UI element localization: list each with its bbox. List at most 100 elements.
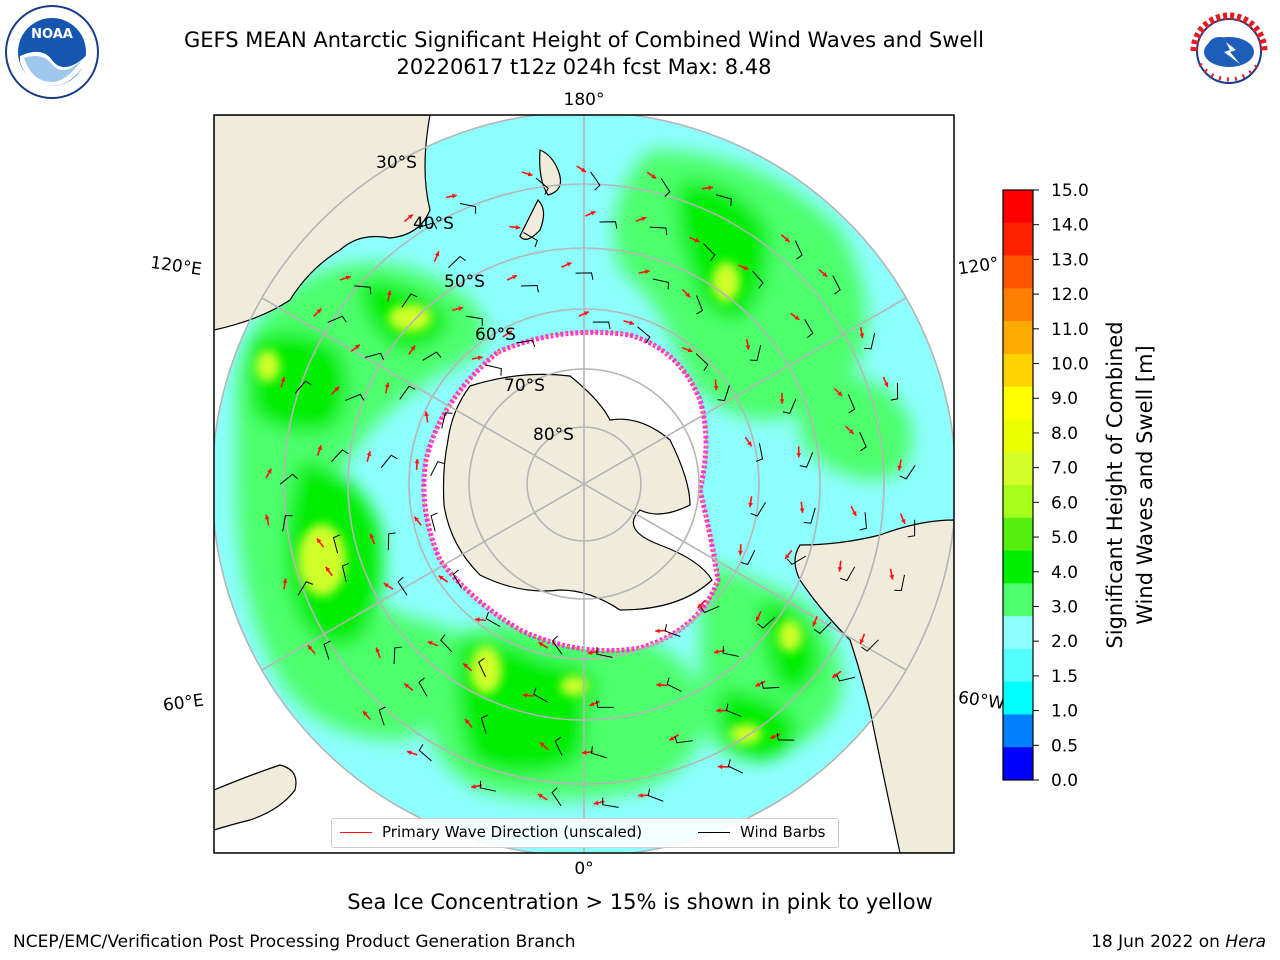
lon-label-120e: 120°E — [149, 253, 203, 280]
colorbar-segment — [1003, 419, 1033, 453]
colorbar-tick-label: 6.0 — [1051, 493, 1078, 513]
wind-barb — [441, 412, 453, 429]
wind-barb — [799, 452, 814, 468]
noaa-logo: NOAA — [5, 5, 99, 99]
wind-barb — [448, 255, 466, 268]
wave-arrow-head — [743, 265, 749, 270]
colorbar-frame — [1002, 189, 1034, 781]
wind-barb — [804, 319, 814, 339]
wave-arrow-head — [404, 683, 410, 689]
wind-barb — [551, 787, 562, 807]
colorbar-tick-label: 0.5 — [1051, 736, 1078, 756]
wind-barb — [859, 432, 867, 452]
wind-barb — [637, 326, 651, 344]
wave-arrow-head — [407, 214, 413, 220]
wave-arrow-head — [589, 701, 595, 707]
wave-arrow-head — [755, 682, 761, 687]
wind-barb — [847, 394, 856, 414]
wave-arrow-head — [463, 663, 469, 669]
colorbar-segment — [1003, 550, 1033, 584]
wind-barb — [599, 221, 618, 229]
wave-arrow-head — [537, 793, 543, 799]
colorbar-tick-label: 9.0 — [1051, 389, 1078, 409]
wave-arrow-head — [651, 174, 657, 179]
wave-arrow-head — [685, 292, 691, 298]
new-zealand-landmass — [519, 149, 561, 240]
colorbar-tick-label: 11.0 — [1051, 320, 1089, 340]
chart-subtitle: 20220617 t12z 024h fcst Max: 8.48 — [396, 55, 772, 79]
wind-barb — [750, 502, 766, 517]
wave-arrow-head — [522, 692, 528, 698]
wave-arrow-head — [465, 719, 470, 724]
wave-arrow-head — [796, 452, 802, 458]
wind-barb — [590, 171, 601, 191]
wind-barb — [761, 681, 780, 689]
lon-label-0: 0° — [574, 859, 593, 879]
wave-arrow-head — [414, 516, 419, 522]
wind-barb — [387, 532, 396, 550]
wave-arrow-head — [458, 306, 464, 311]
wind-barb — [345, 393, 365, 401]
australia-landmass — [214, 115, 431, 331]
svg-text:NOAA: NOAA — [31, 27, 73, 42]
wind-barb — [899, 465, 916, 480]
wind-barb — [466, 315, 483, 326]
lat-lon-grid — [214, 115, 954, 853]
wind-barb — [832, 275, 841, 295]
wave-arrow-head — [366, 451, 372, 457]
colorbar-segment — [1003, 288, 1033, 322]
wind-barb — [674, 735, 693, 744]
africa-landmass — [214, 764, 297, 831]
wind-barb — [750, 344, 762, 362]
wave-arrow-head — [713, 385, 719, 391]
wave-arrow-head — [638, 793, 643, 798]
wind-barb — [715, 194, 732, 207]
nws-logo — [1182, 4, 1276, 98]
wave-arrow-head — [900, 518, 906, 524]
colorbar-segment — [1003, 583, 1033, 617]
wave-arrow-head — [345, 275, 351, 281]
wave-arrow-head — [799, 508, 805, 513]
wave-arrow-head — [307, 645, 313, 651]
wind-barb — [861, 639, 879, 652]
colorbar-segment — [1003, 321, 1033, 355]
wave-arrow-head — [477, 355, 483, 361]
wave-arrow-head — [889, 574, 895, 580]
colorbar-tick-label: 2.0 — [1051, 632, 1078, 652]
wave-arrow-head — [717, 764, 723, 770]
wind-barb — [894, 574, 905, 591]
colorbar-tick-label: 14.0 — [1051, 216, 1089, 236]
wind-barb — [354, 285, 372, 295]
wave-arrow-head — [386, 290, 392, 296]
wave-arrow-head — [282, 578, 288, 584]
wind-barb — [666, 677, 682, 692]
lat-label-80s: 80°S — [533, 425, 574, 445]
wave-arrow-head — [669, 735, 675, 741]
wind-barb — [757, 616, 776, 629]
date-text: 18 Jun 2022 on — [1091, 932, 1226, 952]
wave-arrow-head — [471, 784, 476, 789]
wind-barb — [664, 624, 681, 637]
wave-arrow-head — [280, 376, 286, 382]
wave-arrow-head — [581, 750, 587, 755]
lat-label-40s: 40°S — [413, 214, 454, 234]
wave-arrow-head — [747, 441, 752, 447]
wind-barb — [596, 700, 614, 708]
wind-barb — [794, 240, 803, 260]
wave-arrow-head — [593, 800, 599, 806]
wind-barb — [776, 732, 795, 741]
antarctica-landmass — [442, 373, 713, 611]
wave-arrow-head — [837, 391, 843, 397]
wind-barb — [840, 566, 856, 582]
wind-barb — [418, 677, 428, 697]
legend-wind-barbs: Wind Barbs — [698, 823, 825, 841]
wind-barb — [327, 315, 347, 323]
wave-arrow-head — [641, 216, 647, 222]
wave-arrow-head — [812, 621, 817, 627]
lon-label-120w: 120° — [957, 254, 1000, 280]
legend-wave-label: Primary Wave Direction (unscaled) — [382, 823, 643, 841]
wind-barb — [590, 746, 607, 759]
wave-arrow-head — [566, 262, 572, 267]
wind-barb — [695, 353, 709, 371]
colorbar-tick-label: 0.0 — [1051, 771, 1078, 791]
